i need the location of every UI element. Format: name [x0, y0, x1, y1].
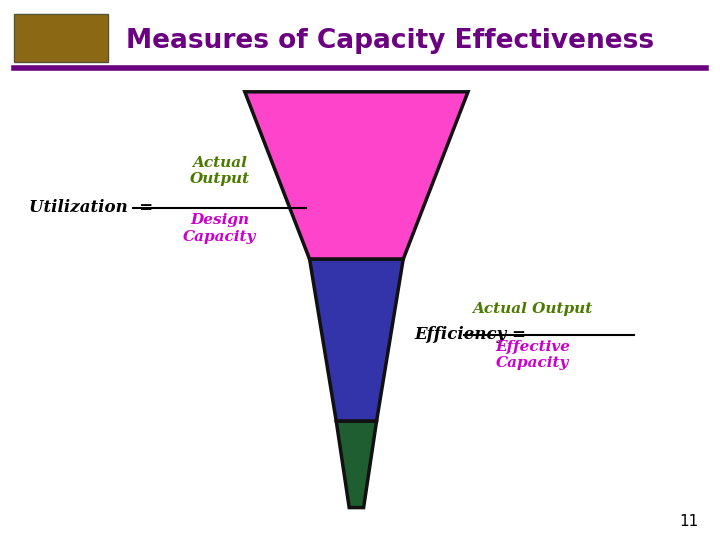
Text: Actual
Output: Actual Output [189, 156, 250, 186]
Text: Measures of Capacity Effectiveness: Measures of Capacity Effectiveness [126, 28, 654, 53]
Text: Design
Capacity: Design Capacity [183, 213, 256, 244]
Text: Utilization  =: Utilization = [29, 199, 153, 217]
Bar [14, 14, 108, 62]
Text: Actual Output: Actual Output [472, 302, 593, 316]
Polygon shape [245, 92, 468, 259]
Text: Efficiency =: Efficiency = [414, 326, 526, 343]
Text: 11: 11 [679, 514, 698, 529]
Polygon shape [336, 421, 377, 508]
Text: Effective
Capacity: Effective Capacity [495, 340, 570, 370]
Polygon shape [310, 259, 403, 421]
